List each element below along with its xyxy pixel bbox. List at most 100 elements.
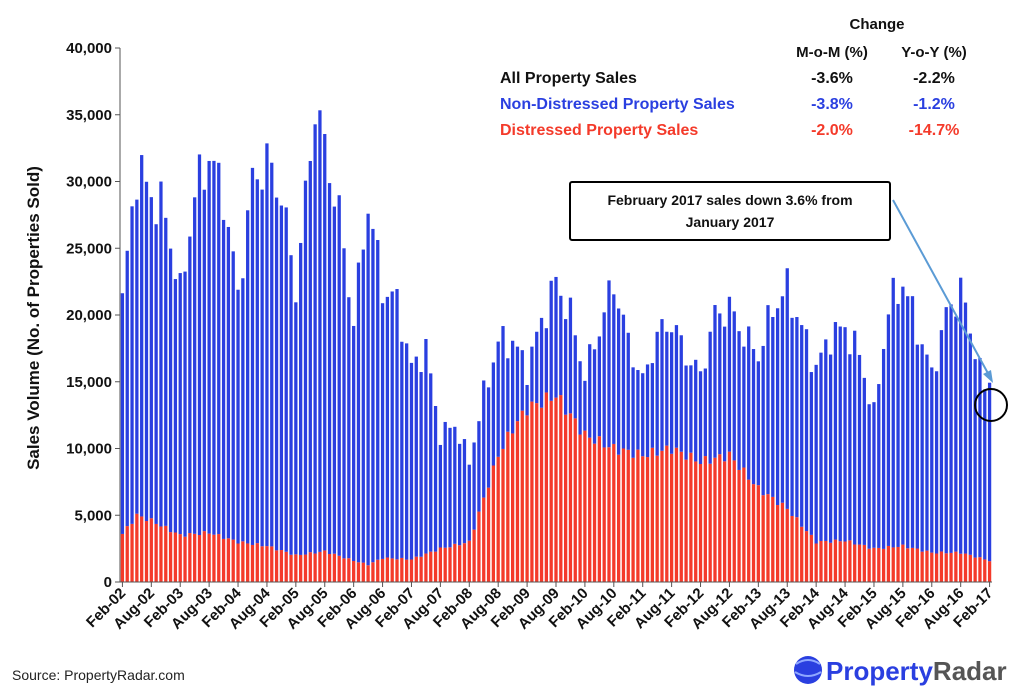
bar-non-distressed [164,217,168,526]
bar-non-distressed [689,365,693,453]
bar-distressed [303,554,308,582]
bar-distressed [655,455,659,582]
bar-distressed [800,526,804,582]
source-note: Source: PropertyRadar.com [12,667,185,683]
bar-distressed [588,437,592,582]
callout-line-2: January 2017 [686,214,775,230]
bar-distressed [963,553,968,582]
bar-non-distressed [838,326,842,542]
bar-non-distressed [987,382,992,562]
callout-line-1: February 2017 sales down 3.6% from [607,192,852,208]
bar-non-distressed [433,406,438,552]
bar-non-distressed [641,373,645,457]
bar-distressed [173,532,178,582]
bar-non-distressed [901,286,905,545]
bar-distressed [747,479,751,582]
bar-non-distressed [337,195,341,556]
bar-non-distressed [607,280,611,448]
bar-distressed [477,511,481,582]
bar-non-distressed [631,367,635,458]
bar-distressed [448,547,452,582]
bar-distressed [308,552,312,582]
bar-non-distressed [130,206,134,524]
bar-non-distressed [443,421,447,548]
bar-distressed [756,485,760,582]
bar-distressed [684,459,688,582]
bar-non-distressed [409,362,414,560]
bar-non-distressed [872,402,876,548]
bar-distressed [501,448,505,582]
bar-distressed [376,559,380,582]
bar-non-distressed [491,362,496,466]
bar-non-distressed [674,325,679,448]
bar-non-distressed [154,224,158,524]
bar-non-distressed [737,331,741,470]
y-tick-label: 30,000 [66,174,112,191]
bar-distressed [159,526,163,582]
bar-distressed [689,452,693,582]
bar-non-distressed [694,359,698,462]
bar-non-distressed [400,341,404,558]
bar-distressed [915,548,919,582]
bar-non-distressed [125,250,129,527]
bar-non-distressed [800,325,804,527]
bar-non-distressed [877,384,881,548]
bar-non-distressed [535,331,539,404]
legend: Change M-o-M (%) Y-o-Y (%) All Property … [500,16,967,139]
bar-non-distressed [168,248,173,533]
bar-non-distressed [616,308,621,455]
bar-distressed [294,554,298,582]
bar-non-distressed [978,357,982,558]
bar-non-distressed [197,154,202,536]
bar-non-distressed [906,296,910,549]
bar-non-distressed [612,294,616,444]
bar-non-distressed [178,273,182,535]
bar-distressed [443,547,447,582]
legend-row: Non-Distressed Property Sales -3.8% -1.2% [500,96,955,113]
bar-non-distressed [294,302,298,555]
bar-distressed [660,450,664,582]
bar-distressed [833,539,838,582]
bar-distressed [212,534,216,582]
bar-distressed [539,407,544,582]
bar-non-distressed [665,331,669,446]
bar-non-distressed [857,354,862,545]
callout-arrow [892,199,991,378]
bar-non-distressed [217,162,221,535]
bar-non-distressed [843,327,847,542]
bar-distressed [168,532,173,582]
bar-non-distressed [270,162,274,547]
bar-non-distressed [814,364,818,544]
bar-non-distressed [824,339,828,541]
bar-non-distressed [559,295,563,396]
bar-non-distressed [236,289,240,544]
bar-non-distressed [684,365,688,460]
bar-distressed [246,543,250,582]
bar-distressed [120,533,125,582]
bar-non-distressed [506,358,510,432]
bar-non-distressed [669,332,674,454]
bar-non-distressed [621,314,626,449]
callout-arrowhead [983,370,993,383]
bar-distressed [429,551,433,582]
bar-non-distressed [376,240,380,560]
bar-non-distressed [934,371,939,554]
bar-non-distressed [708,331,712,464]
bar-non-distressed [973,359,977,558]
bar-non-distressed [361,249,365,563]
x-axis: Feb-02Aug-02Feb-03Aug-03Feb-04Aug-04Feb-… [83,581,996,633]
bar-non-distressed [135,199,139,514]
bar-distressed [361,562,365,582]
bar-distressed [602,447,606,582]
bar-distressed [568,413,573,582]
legend-row: All Property Sales -3.6% -2.2% [500,70,955,87]
bar-non-distressed [886,314,891,546]
bar-distressed [400,557,404,582]
bar-non-distressed [722,326,727,462]
annotation-callout: February 2017 sales down 3.6% from Janua… [569,181,1008,422]
bar-distressed [217,534,221,582]
bar-non-distressed [544,328,549,393]
bar-non-distressed [472,442,476,530]
bar-non-distressed [246,210,250,544]
bar-non-distressed [120,293,125,534]
